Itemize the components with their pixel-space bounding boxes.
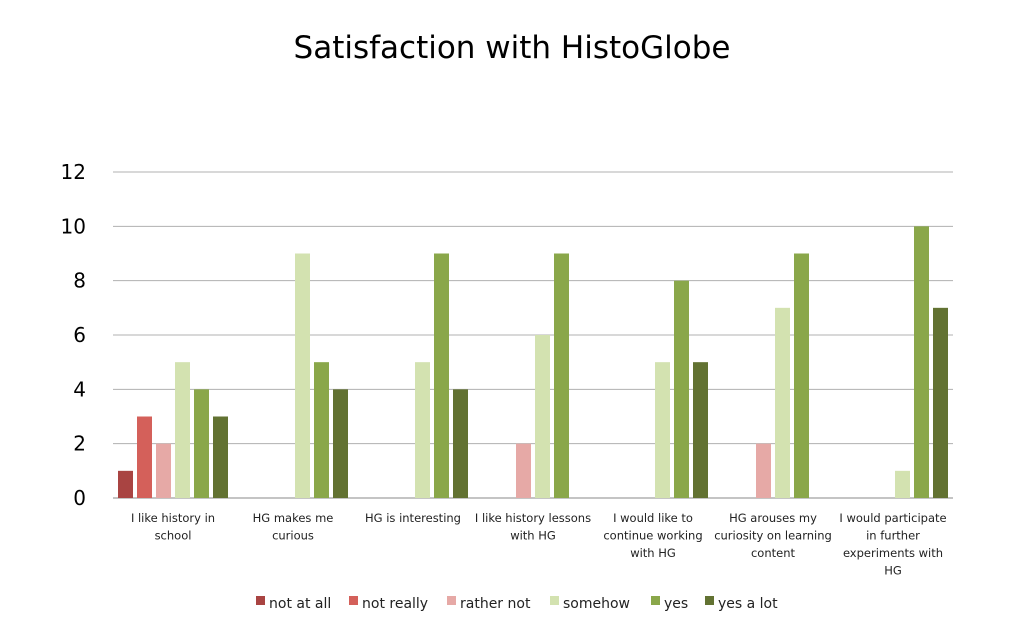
legend: not at all not really rather not somehow yes… bbox=[256, 596, 778, 612]
bar-not-at-all bbox=[118, 470, 133, 498]
bar-yes bbox=[194, 389, 209, 498]
legend-item: rather not bbox=[447, 596, 531, 612]
bar-yes bbox=[794, 253, 809, 498]
bar-yes bbox=[434, 253, 449, 498]
bar-yes-a-lot bbox=[213, 416, 228, 498]
legend-label: yes bbox=[664, 596, 688, 612]
x-tick-label: HG is interesting bbox=[365, 511, 461, 525]
y-axis-ticks: 0 2 4 6 8 10 12 bbox=[61, 160, 86, 510]
legend-swatch bbox=[705, 596, 714, 605]
bar-rather-not bbox=[516, 443, 531, 498]
bar-somehow bbox=[295, 253, 310, 498]
y-tick-label: 4 bbox=[73, 377, 86, 401]
chart-title: Satisfaction with HistoGlobe bbox=[294, 30, 731, 66]
x-tick-label: HG arouses my curiosity on learning conten… bbox=[714, 511, 832, 560]
bar-yes bbox=[314, 362, 329, 498]
bar-somehow bbox=[175, 362, 190, 498]
bar-yes-a-lot bbox=[933, 307, 948, 498]
y-tick-label: 12 bbox=[61, 160, 86, 184]
bar-somehow bbox=[775, 307, 790, 498]
bar-yes-a-lot bbox=[453, 389, 468, 498]
legend-item: yes a lot bbox=[705, 596, 778, 612]
bar-rather-not bbox=[756, 443, 771, 498]
bar-yes bbox=[554, 253, 569, 498]
y-tick-label: 8 bbox=[73, 269, 86, 293]
legend-label: not really bbox=[362, 596, 428, 612]
bar-somehow bbox=[895, 470, 910, 498]
legend-label: not at all bbox=[269, 596, 331, 612]
x-tick-label: I would like to continue working with HG bbox=[603, 511, 702, 560]
bar-yes-a-lot bbox=[693, 362, 708, 498]
bar-yes bbox=[674, 280, 689, 498]
bar-not-really bbox=[137, 416, 152, 498]
legend-label: yes a lot bbox=[718, 596, 778, 612]
legend-swatch bbox=[447, 596, 456, 605]
legend-item: yes bbox=[651, 596, 688, 612]
legend-label: rather not bbox=[460, 596, 531, 612]
legend-item: not really bbox=[349, 596, 428, 612]
y-tick-label: 2 bbox=[73, 432, 86, 456]
legend-swatch bbox=[349, 596, 358, 605]
x-tick-label: I would participate in further experiments… bbox=[839, 511, 946, 578]
bar-somehow bbox=[415, 362, 430, 498]
legend-item: somehow bbox=[550, 596, 630, 612]
y-tick-label: 6 bbox=[73, 323, 86, 347]
bar-rather-not bbox=[156, 443, 171, 498]
x-tick-label: I like history in school bbox=[131, 511, 215, 543]
bars bbox=[118, 226, 948, 499]
bar-somehow bbox=[535, 335, 550, 498]
legend-label: somehow bbox=[563, 596, 630, 612]
gridlines bbox=[113, 171, 953, 499]
y-tick-label: 10 bbox=[61, 214, 86, 238]
legend-swatch bbox=[651, 596, 660, 605]
bar-somehow bbox=[655, 362, 670, 498]
y-tick-label: 0 bbox=[73, 486, 86, 510]
x-tick-label: HG makes me curious bbox=[253, 511, 334, 543]
legend-swatch bbox=[256, 596, 265, 605]
legend-swatch bbox=[550, 596, 559, 605]
legend-item: not at all bbox=[256, 596, 331, 612]
bar-yes-a-lot bbox=[333, 389, 348, 498]
x-tick-label: I like history lessons with HG bbox=[475, 511, 591, 543]
x-axis-labels: I like history in school HG makes me curiou… bbox=[131, 511, 947, 578]
bar-yes bbox=[914, 226, 929, 499]
